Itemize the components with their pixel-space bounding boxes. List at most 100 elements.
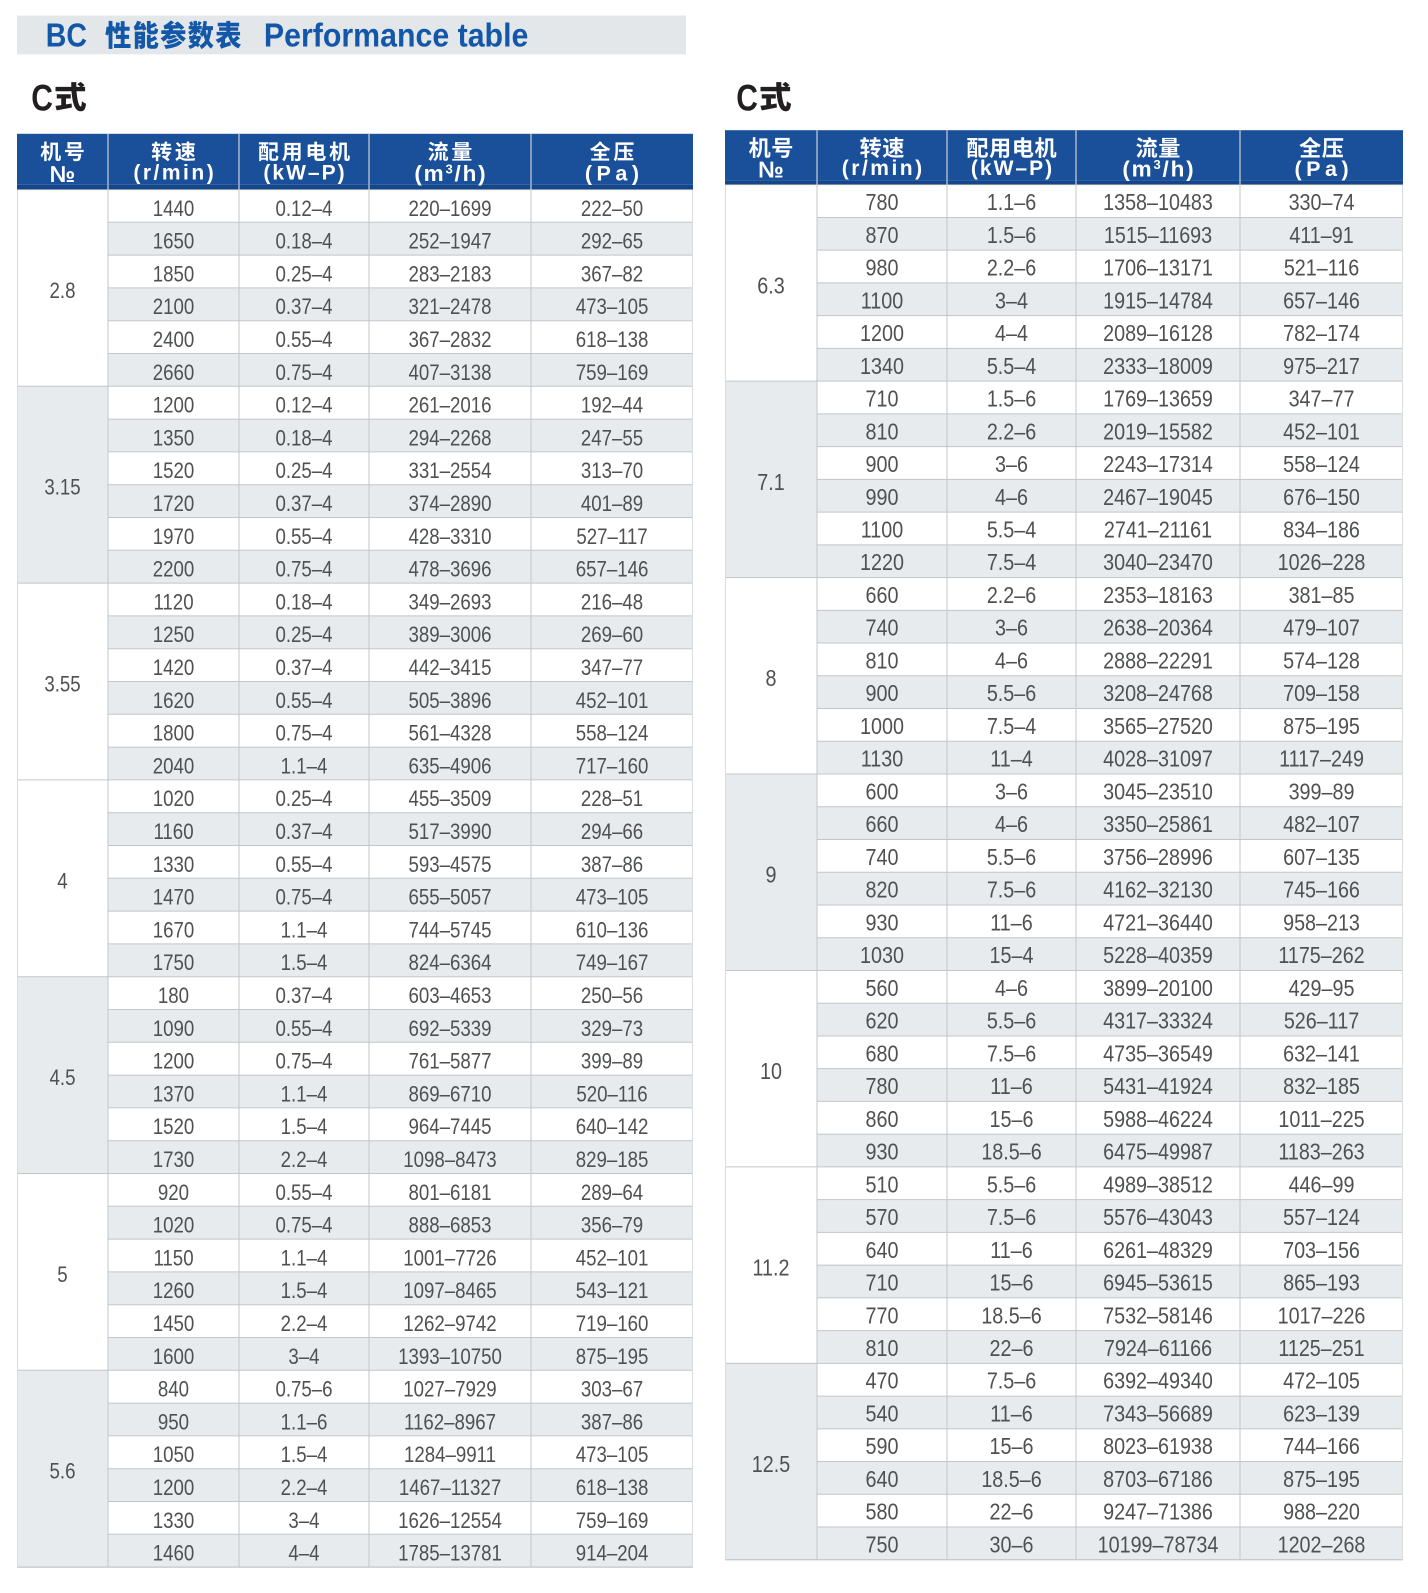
svg-text:292–65: 292–65 <box>581 229 643 254</box>
svg-text:7.5–6: 7.5–6 <box>987 876 1036 903</box>
svg-text:C: C <box>736 77 758 119</box>
svg-text:2200: 2200 <box>153 557 195 582</box>
svg-text:7.5–6: 7.5–6 <box>987 1367 1036 1394</box>
svg-text:0.75–4: 0.75–4 <box>275 721 332 746</box>
svg-text:(r/min): (r/min) <box>842 157 925 180</box>
svg-text:540: 540 <box>866 1400 899 1427</box>
svg-text:7.5–6: 7.5–6 <box>987 1203 1036 1230</box>
svg-text:0.37–4: 0.37–4 <box>275 655 332 680</box>
svg-text:5228–40359: 5228–40359 <box>1103 941 1213 968</box>
svg-text:470: 470 <box>866 1367 899 1394</box>
svg-text:5.5–6: 5.5–6 <box>987 680 1036 707</box>
svg-text:5.6: 5.6 <box>50 1459 76 1484</box>
svg-text:1520: 1520 <box>153 459 195 484</box>
svg-text:4–4: 4–4 <box>288 1541 319 1566</box>
svg-text:6392–49340: 6392–49340 <box>1103 1367 1213 1394</box>
svg-text:0.55–4: 0.55–4 <box>275 852 332 877</box>
svg-text:829–185: 829–185 <box>576 1147 649 1172</box>
svg-text:2.2–6: 2.2–6 <box>987 418 1036 445</box>
svg-text:6945–53615: 6945–53615 <box>1103 1269 1213 1296</box>
svg-text:740: 740 <box>866 614 899 641</box>
svg-text:1.5–4: 1.5–4 <box>281 951 328 976</box>
svg-text:0.75–4: 0.75–4 <box>275 1049 332 1074</box>
svg-text:875–195: 875–195 <box>576 1344 649 1369</box>
svg-text:18.5–6: 18.5–6 <box>981 1302 1041 1329</box>
svg-text:623–139: 623–139 <box>1283 1400 1360 1427</box>
svg-text:1090: 1090 <box>153 1016 195 1041</box>
svg-text:4989–38512: 4989–38512 <box>1103 1171 1213 1198</box>
svg-text:1.1–4: 1.1–4 <box>281 754 328 779</box>
svg-text:(kW–P): (kW–P) <box>971 157 1054 180</box>
svg-text:429–95: 429–95 <box>1289 974 1355 1001</box>
svg-text:(Pa): (Pa) <box>1294 157 1353 181</box>
svg-text:289–64: 289–64 <box>581 1180 643 1205</box>
svg-text:8: 8 <box>766 665 777 692</box>
svg-text:1470: 1470 <box>153 885 195 910</box>
svg-text:2243–17314: 2243–17314 <box>1103 450 1213 477</box>
svg-text:749–167: 749–167 <box>576 951 649 976</box>
svg-text:660: 660 <box>866 811 899 838</box>
svg-text:1200: 1200 <box>153 1049 195 1074</box>
svg-text:321–2478: 321–2478 <box>408 295 491 320</box>
svg-text:250–56: 250–56 <box>581 983 643 1008</box>
svg-text:0.25–4: 0.25–4 <box>275 623 332 648</box>
svg-text:1350: 1350 <box>153 426 195 451</box>
svg-text:703–156: 703–156 <box>1283 1236 1360 1263</box>
svg-text:1650: 1650 <box>153 229 195 254</box>
svg-text:399–89: 399–89 <box>581 1049 643 1074</box>
svg-text:411–91: 411–91 <box>1289 221 1353 248</box>
svg-text:1200: 1200 <box>153 1475 195 1500</box>
svg-text:1460: 1460 <box>153 1541 195 1566</box>
svg-text:1.1–4: 1.1–4 <box>281 1082 328 1107</box>
svg-text:824–6364: 824–6364 <box>408 951 491 976</box>
svg-text:4–6: 4–6 <box>995 974 1028 1001</box>
svg-text:1330: 1330 <box>153 1508 195 1533</box>
svg-text:557–124: 557–124 <box>1283 1203 1360 1230</box>
svg-text:580: 580 <box>866 1498 899 1525</box>
svg-text:0.37–4: 0.37–4 <box>275 819 332 844</box>
svg-text:№: № <box>50 161 76 187</box>
svg-text:6475–49987: 6475–49987 <box>1103 1138 1213 1165</box>
svg-text:888–6853: 888–6853 <box>408 1213 491 1238</box>
svg-text:2400: 2400 <box>153 327 195 352</box>
svg-text:10199–78734: 10199–78734 <box>1098 1531 1219 1558</box>
svg-text:5.5–6: 5.5–6 <box>987 1007 1036 1034</box>
svg-text:0.18–4: 0.18–4 <box>275 426 332 451</box>
svg-text:399–89: 399–89 <box>1289 778 1355 805</box>
svg-text:4735–36549: 4735–36549 <box>1103 1040 1213 1067</box>
svg-text:3565–27520: 3565–27520 <box>1103 712 1213 739</box>
svg-text:7532–58146: 7532–58146 <box>1103 1302 1213 1329</box>
svg-text:15–6: 15–6 <box>990 1105 1034 1132</box>
svg-text:482–107: 482–107 <box>1283 811 1360 838</box>
svg-text:7.5–4: 7.5–4 <box>987 712 1036 739</box>
svg-text:1769–13659: 1769–13659 <box>1103 385 1213 412</box>
svg-text:1467–11327: 1467–11327 <box>399 1475 501 1500</box>
svg-text:2019–15582: 2019–15582 <box>1103 418 1213 445</box>
svg-text:1620: 1620 <box>153 688 195 713</box>
svg-text:1097–8465: 1097–8465 <box>403 1279 496 1304</box>
svg-text:9247–71386: 9247–71386 <box>1103 1498 1213 1525</box>
svg-text:593–4575: 593–4575 <box>408 852 491 877</box>
svg-text:3350–25861: 3350–25861 <box>1103 811 1213 838</box>
svg-text:900: 900 <box>866 680 899 707</box>
svg-text:331–2554: 331–2554 <box>408 459 491 484</box>
svg-text:1117–249: 1117–249 <box>1279 745 1364 772</box>
svg-text:1600: 1600 <box>153 1344 195 1369</box>
svg-text:22–6: 22–6 <box>990 1498 1034 1525</box>
svg-text:1162–8967: 1162–8967 <box>404 1410 496 1435</box>
svg-text:3.55: 3.55 <box>44 672 80 697</box>
svg-text:620: 620 <box>866 1007 899 1034</box>
svg-text:30–6: 30–6 <box>990 1531 1034 1558</box>
svg-text:2467–19045: 2467–19045 <box>1103 483 1213 510</box>
svg-text:4028–31097: 4028–31097 <box>1103 745 1213 772</box>
svg-text:7343–56689: 7343–56689 <box>1103 1400 1213 1427</box>
svg-text:900: 900 <box>866 450 899 477</box>
svg-text:1098–8473: 1098–8473 <box>403 1147 496 1172</box>
svg-text:1150: 1150 <box>153 1246 193 1271</box>
svg-text:1017–226: 1017–226 <box>1278 1302 1366 1329</box>
svg-text:655–5057: 655–5057 <box>408 885 491 910</box>
svg-text:1220: 1220 <box>860 549 904 576</box>
svg-text:0.75–6: 0.75–6 <box>275 1377 332 1402</box>
svg-text:442–3415: 442–3415 <box>408 655 491 680</box>
svg-text:№: № <box>758 156 784 182</box>
